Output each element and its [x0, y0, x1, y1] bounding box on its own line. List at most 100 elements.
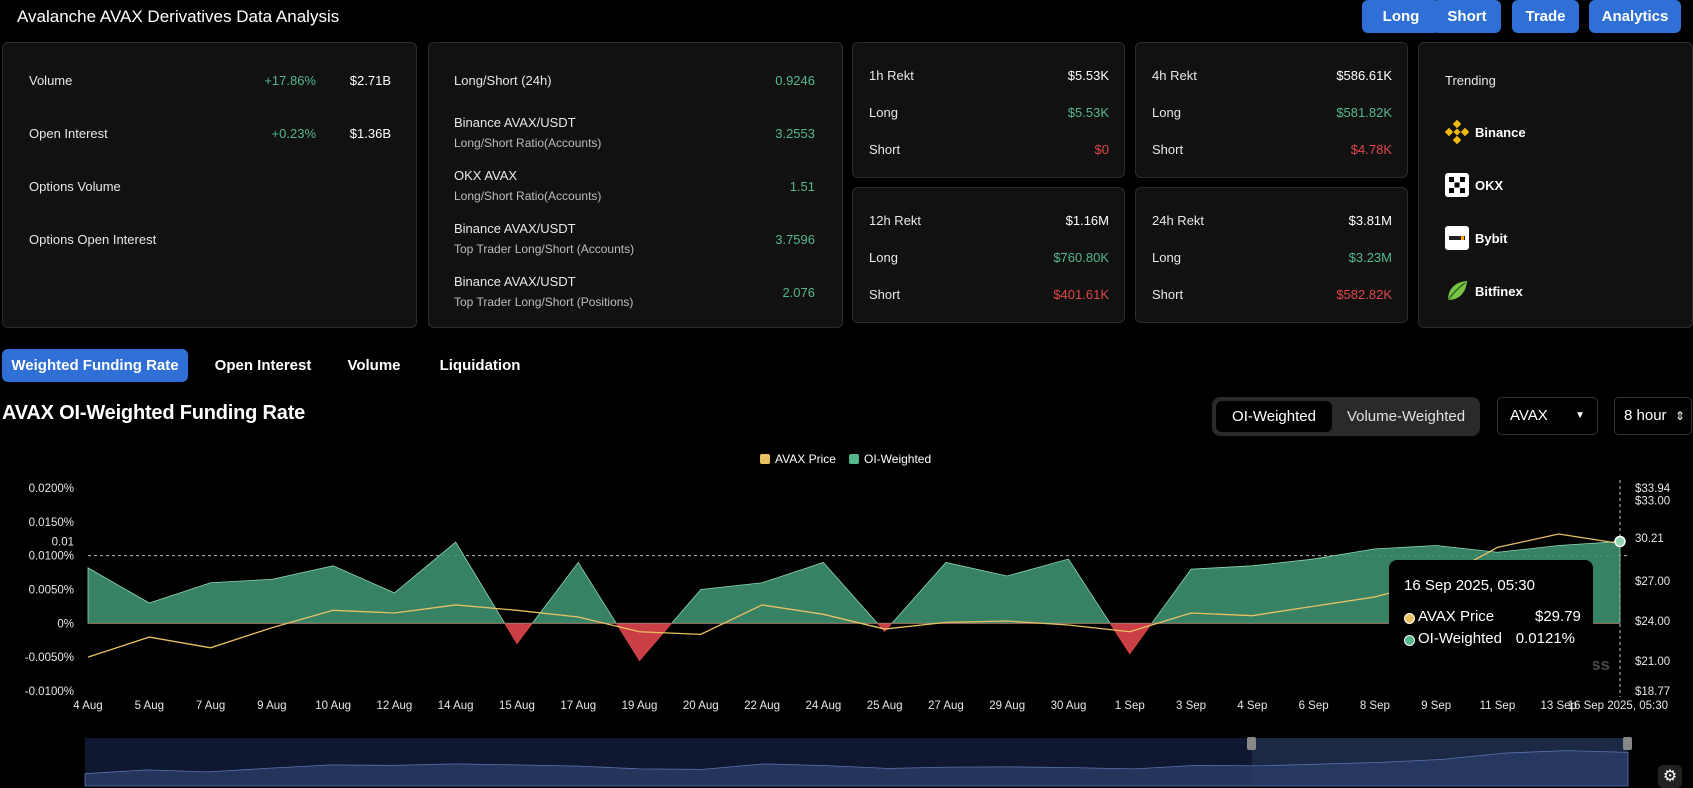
rekt-long-value: $760.80K: [1053, 250, 1109, 265]
tab-weighted-funding-rate[interactable]: Weighted Funding Rate: [2, 349, 188, 382]
legend-item-price[interactable]: AVAX Price: [760, 452, 836, 466]
navigator-handle-left[interactable]: [1247, 737, 1256, 750]
oi-point: [1066, 557, 1070, 561]
rekt-long-value: $581.82K: [1336, 105, 1392, 120]
tab-volume[interactable]: Volume: [347, 357, 401, 374]
price-point: [209, 646, 213, 650]
volume-value: $2.71B: [349, 73, 391, 88]
oi-point: [209, 581, 213, 585]
y-right-tick-label: $33.94: [1635, 483, 1671, 495]
rekt-total: $586.61K: [1336, 68, 1392, 83]
tooltip-price-value: $29.79: [1535, 608, 1581, 625]
oi-dot-icon: [1404, 635, 1415, 646]
price-point: [392, 611, 396, 615]
x-tick-label: 30 Aug: [1051, 700, 1087, 712]
x-tick-label: 27 Aug: [928, 700, 964, 712]
trending-item-label: Binance: [1475, 125, 1526, 140]
ratio-value: 3.2553: [775, 126, 815, 141]
price-point: [331, 608, 335, 612]
rekt-title: 12h Rekt: [869, 213, 922, 228]
binance-icon: [1445, 120, 1469, 144]
oi-point: [1373, 547, 1377, 551]
price-point: [638, 630, 642, 634]
ratio-value: 2.076: [782, 285, 815, 300]
rekt-title: 1h Rekt: [869, 68, 914, 83]
rekt-24h-card: 24h Rekt $3.81M Long $3.23M Short $582.8…: [1135, 187, 1408, 323]
price-point: [1189, 611, 1193, 615]
rekt-short-label: Short: [1152, 142, 1184, 157]
ratios-card: Long/Short (24h) 0.9246 Binance AVAX/USD…: [428, 42, 843, 328]
y-tick-label: 0%: [57, 618, 74, 630]
trending-title: Trending: [1445, 73, 1496, 88]
long-short-value: 0.9246: [775, 73, 815, 88]
page-title: Avalanche AVAX Derivatives Data Analysis: [17, 7, 340, 26]
price-point: [1066, 623, 1070, 627]
oi-weighted-option[interactable]: OI-Weighted: [1216, 401, 1332, 432]
oi-point: [760, 581, 764, 585]
price-point: [1312, 604, 1316, 608]
oi-point: [1250, 564, 1254, 568]
overview-card: Volume +17.86% $2.71B Open Interest +0.2…: [2, 42, 417, 328]
y-right-tick-label: $18.77: [1635, 686, 1670, 698]
x-tick-label: 15 Aug: [499, 700, 535, 712]
price-point: [1250, 614, 1254, 618]
tooltip-oi-value: 0.0121%: [1515, 630, 1575, 647]
oi-point: [576, 560, 580, 564]
y-right-tick-label: 30.21: [1635, 533, 1664, 545]
oi-weighted-area-negative: [87, 623, 1621, 662]
short-button[interactable]: Short: [1433, 0, 1501, 33]
price-point: [883, 627, 887, 631]
rekt-long-value: $5.53K: [1067, 105, 1109, 120]
interval-select[interactable]: 8 hour ⇕: [1614, 397, 1692, 435]
gear-icon[interactable]: ⚙: [1658, 765, 1682, 788]
trade-button[interactable]: Trade: [1512, 0, 1579, 33]
ratio-type-label: Long/Short Ratio(Accounts): [454, 136, 602, 150]
oi-point: [392, 591, 396, 595]
rekt-long-label: Long: [869, 250, 898, 265]
rekt-total: $3.81M: [1348, 213, 1392, 228]
legend-item-oi[interactable]: OI-Weighted: [849, 452, 931, 466]
ratio-exchange-label: Binance AVAX/USDT: [454, 115, 576, 130]
oi-point: [86, 566, 90, 570]
oi-point: [331, 564, 335, 568]
trending-card: Trending Binance OKX Bybit Bitfinex: [1418, 42, 1693, 328]
oi-point: [638, 659, 642, 663]
tooltip-date: 16 Sep 2025, 05:30: [1404, 577, 1535, 594]
price-point: [147, 635, 151, 639]
analytics-button[interactable]: Analytics: [1589, 0, 1681, 33]
navigator-handle-right[interactable]: [1623, 737, 1632, 750]
rekt-short-label: Short: [1152, 287, 1184, 302]
tab-liquidation[interactable]: Liquidation: [439, 357, 521, 374]
x-tick-label: 8 Sep: [1360, 700, 1390, 712]
volume-change: +17.86%: [264, 73, 316, 88]
rekt-long-value: $3.23M: [1348, 250, 1392, 265]
y-tick-label: -0.0100%: [25, 686, 74, 698]
ratio-type-label: Top Trader Long/Short (Accounts): [454, 242, 635, 256]
price-point: [515, 608, 519, 612]
volume-weighted-option[interactable]: Volume-Weighted: [1346, 408, 1466, 425]
long-button[interactable]: Long: [1362, 0, 1440, 33]
rekt-short-label: Short: [869, 287, 901, 302]
open-interest-value: $1.36B: [349, 126, 391, 141]
rekt-title: 24h Rekt: [1152, 213, 1205, 228]
price-point: [760, 603, 764, 607]
ratio-exchange-label: Binance AVAX/USDT: [454, 221, 576, 236]
open-interest-change: +0.23%: [271, 126, 316, 141]
oi-point: [1189, 567, 1193, 571]
oi-point: [515, 642, 519, 646]
tab-open-interest[interactable]: Open Interest: [214, 357, 312, 374]
oi-point: [147, 601, 151, 605]
coin-select[interactable]: AVAX ▼: [1497, 397, 1598, 435]
price-point: [699, 632, 703, 636]
interval-select-value: 8 hour: [1624, 407, 1667, 424]
x-tick-label: 7 Aug: [196, 700, 225, 712]
y-right-tick-label: $21.00: [1635, 656, 1670, 668]
legend-label: AVAX Price: [775, 452, 836, 466]
oi-weighted-area-positive: [87, 541, 1621, 624]
tooltip-oi-label: OI-Weighted: [1418, 630, 1502, 647]
x-tick-label: 5 Aug: [135, 700, 164, 712]
rekt-long-label: Long: [1152, 250, 1181, 265]
price-dot-icon: [1404, 613, 1415, 624]
price-point: [576, 615, 580, 619]
x-tick-label: 1 Sep: [1115, 700, 1145, 712]
